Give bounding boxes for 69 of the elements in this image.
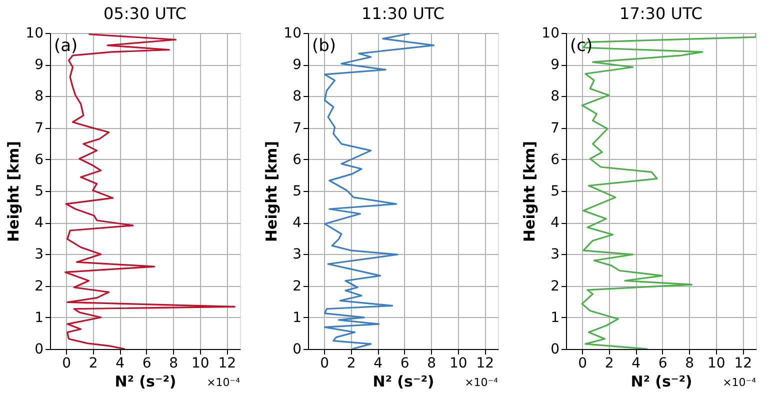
x-axis-title: N² (s⁻²)	[114, 372, 176, 390]
y-tick-label: 4	[34, 215, 44, 232]
x-tick-label: 6	[142, 356, 152, 372]
x-tick-label: 12	[734, 356, 752, 372]
x-tick-label: 6	[658, 356, 668, 372]
y-tick-label: 4	[550, 215, 560, 232]
x-tick-label: 0	[320, 356, 330, 372]
x-tick-label: 8	[427, 356, 436, 372]
y-tick-label: 9	[34, 57, 44, 74]
y-tick-label: 1	[34, 310, 44, 326]
y-tick-label: 3	[550, 246, 560, 263]
x-tick-label: 2	[604, 356, 614, 372]
text: ×10⁻⁴	[206, 376, 241, 389]
x-tick-label: 12	[218, 356, 236, 372]
y-axis-title: Height [km]	[520, 141, 539, 242]
x-tick-label: 6	[400, 356, 410, 372]
y-axis-title: Height [km]	[4, 141, 23, 242]
x-tick-label: 10	[449, 356, 468, 372]
x-tick-label: 8	[685, 356, 694, 372]
y-tick-label: 5	[550, 184, 560, 200]
y-tick-label: 0	[292, 342, 302, 358]
annotation: (b)	[312, 36, 336, 56]
x-tick-label: 2	[88, 356, 98, 372]
y-tick-label: 7	[292, 120, 302, 136]
y-tick-label: 3	[292, 246, 302, 263]
x-tick-label: 2	[346, 356, 356, 372]
y-tick-label: 6	[292, 152, 302, 168]
annotation: (a)	[54, 36, 78, 56]
y-tick-label: 10	[542, 26, 560, 42]
x-tick-label: 4	[374, 356, 383, 372]
y-tick-label: 1	[292, 310, 302, 326]
x-axis-title: N² (s⁻²)	[630, 372, 692, 390]
x-axis-title: N² (s⁻²)	[372, 372, 434, 390]
y-tick-label: 8	[34, 88, 44, 105]
y-tick-label: 4	[292, 215, 302, 232]
y-tick-label: 5	[34, 184, 44, 200]
y-tick-label: 9	[292, 57, 302, 74]
text: ×10⁻⁴	[722, 376, 757, 389]
y-tick-label: 7	[34, 120, 44, 136]
x-tick-label: 8	[169, 356, 178, 372]
y-tick-label: 6	[34, 152, 44, 168]
y-axis-title: Height [km]	[262, 141, 281, 242]
y-tick-label: 2	[34, 278, 44, 294]
chart-title: 17:30 UTC	[620, 4, 702, 23]
y-tick-label: 0	[34, 342, 44, 358]
text: ×10⁻⁴	[464, 376, 499, 389]
y-tick-label: 1	[550, 310, 560, 326]
annotation: (c)	[570, 36, 593, 56]
x-tick-label: 4	[116, 356, 125, 372]
y-tick-label: 10	[26, 26, 44, 42]
y-tick-label: 5	[292, 184, 302, 200]
x-tick-label: 12	[476, 356, 494, 372]
y-tick-label: 2	[550, 278, 560, 294]
y-tick-label: 2	[292, 278, 302, 294]
chart-title: 11:30 UTC	[362, 4, 444, 23]
y-tick-label: 6	[550, 152, 560, 168]
y-tick-label: 3	[34, 246, 44, 263]
x-tick-label: 4	[632, 356, 641, 372]
x-tick-label: 0	[62, 356, 72, 372]
y-tick-label: 8	[550, 88, 560, 105]
x-tick-label: 10	[707, 356, 726, 372]
chart-title: 05:30 UTC	[104, 4, 186, 23]
x-tick-label: 10	[191, 356, 210, 372]
y-tick-label: 9	[550, 57, 560, 74]
y-tick-label: 8	[292, 88, 302, 105]
y-tick-label: 7	[550, 120, 560, 136]
x-tick-label: 0	[578, 356, 588, 372]
y-tick-label: 0	[550, 342, 560, 358]
y-tick-label: 10	[284, 26, 302, 42]
